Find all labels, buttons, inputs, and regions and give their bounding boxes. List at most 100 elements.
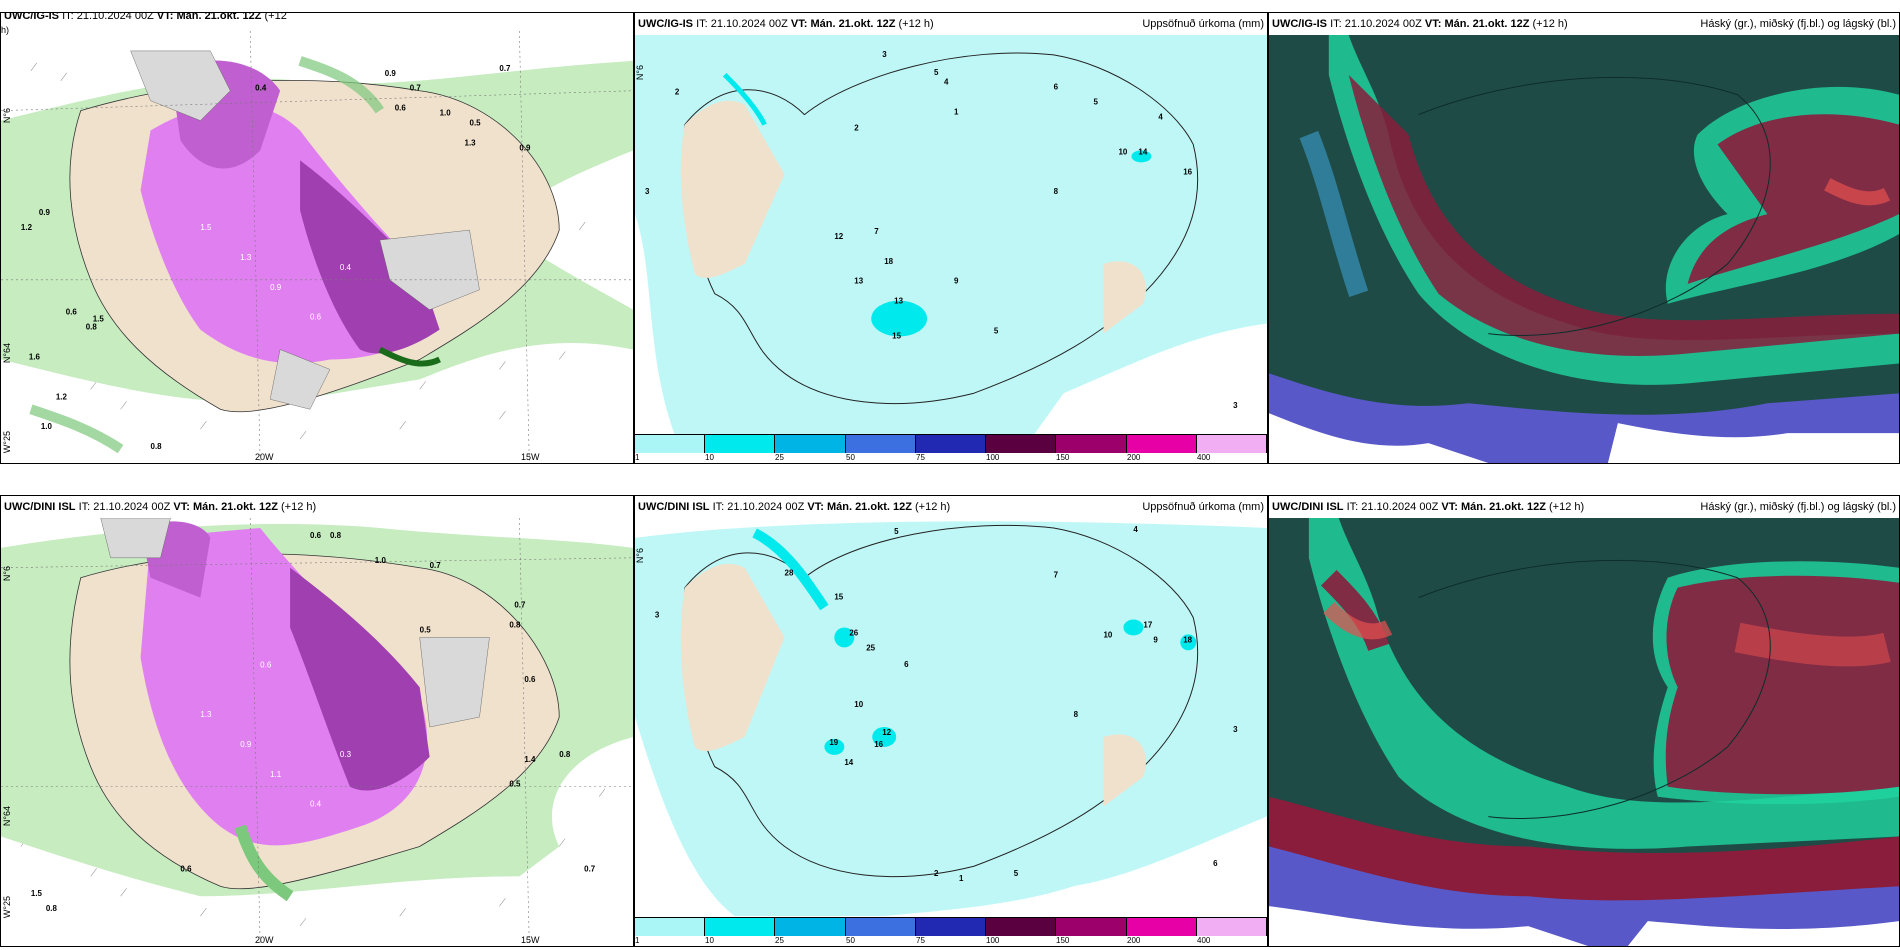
svg-text:1.1: 1.1 xyxy=(270,770,282,779)
svg-text:0.5: 0.5 xyxy=(470,119,482,128)
lead-time: (+12 xyxy=(264,12,287,22)
precip-legend: 1 10 25 50 75 100 150 200 400 xyxy=(635,917,1267,946)
svg-text:0.5: 0.5 xyxy=(509,780,521,789)
legend-cell xyxy=(635,435,706,453)
field-title: Uppsöfnuð úrkoma (mm) xyxy=(1142,18,1264,30)
legend-cell xyxy=(705,918,776,936)
precip-legend: 1 10 25 50 75 100 150 200 400 xyxy=(635,434,1267,463)
svg-text:16: 16 xyxy=(1183,167,1192,176)
svg-text:4: 4 xyxy=(1133,525,1138,534)
legend-label: 10 xyxy=(705,453,714,462)
init-time: 21.10.2024 00Z xyxy=(93,501,171,513)
svg-text:3: 3 xyxy=(882,50,887,59)
model-name: UWC/IG-IS xyxy=(638,18,693,30)
legend-cell xyxy=(986,918,1057,936)
field-title: Háský (gr.), miðský (fj.bl.) og lágský (… xyxy=(1700,501,1896,513)
legend-label: 25 xyxy=(775,453,784,462)
svg-text:19: 19 xyxy=(829,738,838,747)
svg-text:0.7: 0.7 xyxy=(499,64,511,73)
lead-time: (+12 h) xyxy=(915,501,951,513)
svg-text:0.6: 0.6 xyxy=(310,531,322,540)
init-time: 21.10.2024 00Z xyxy=(1344,18,1422,30)
lead-time: (+12 h) xyxy=(1549,501,1585,513)
svg-text:3: 3 xyxy=(1233,725,1238,734)
svg-text:0.8: 0.8 xyxy=(559,750,571,759)
legend-label: 150 xyxy=(1056,453,1070,462)
svg-text:14: 14 xyxy=(844,758,853,767)
legend-cells xyxy=(635,918,1267,936)
legend-cell xyxy=(1126,918,1197,936)
legend-cell xyxy=(845,918,916,936)
legend-cell xyxy=(705,435,776,453)
svg-text:0.9: 0.9 xyxy=(240,740,252,749)
accumulated-precip-map: 3 2 5 4 3 6 5 4 2 10 14 16 7 12 13 15 9 … xyxy=(635,35,1267,435)
svg-text:1.3: 1.3 xyxy=(200,710,212,719)
svg-text:5: 5 xyxy=(894,527,899,536)
cloud-cover-map xyxy=(1269,518,1899,946)
svg-text:0.6: 0.6 xyxy=(180,864,192,873)
legend-label: 50 xyxy=(846,453,855,462)
svg-text:3: 3 xyxy=(655,611,660,620)
model-name: UWC/IG-IS xyxy=(1272,18,1327,30)
svg-text:10: 10 xyxy=(1104,630,1113,639)
legend-cell xyxy=(915,435,987,453)
svg-text:0.8: 0.8 xyxy=(46,904,58,913)
svg-text:15: 15 xyxy=(892,331,901,340)
svg-text:10: 10 xyxy=(854,700,863,709)
legend-cell xyxy=(1196,435,1267,453)
lead-time: (+12 h) xyxy=(898,18,934,30)
panel-bottom-right: UWC/DINI ISL IT: 21.10.2024 00Z VT: Mán.… xyxy=(1268,495,1900,947)
svg-text:3: 3 xyxy=(1233,401,1238,410)
legend-cell xyxy=(1056,435,1127,453)
svg-text:1.3: 1.3 xyxy=(465,138,477,147)
svg-text:0.8: 0.8 xyxy=(509,620,521,629)
svg-text:8: 8 xyxy=(1074,710,1079,719)
svg-text:4: 4 xyxy=(1158,113,1163,122)
svg-text:18: 18 xyxy=(884,257,893,266)
svg-text:0.6: 0.6 xyxy=(66,308,78,317)
svg-text:5: 5 xyxy=(1094,98,1099,107)
init-time: 21.10.2024 00Z xyxy=(1361,501,1439,513)
svg-text:9: 9 xyxy=(1153,635,1158,644)
svg-text:8: 8 xyxy=(1054,187,1059,196)
svg-text:26: 26 xyxy=(849,628,858,637)
svg-text:6: 6 xyxy=(1213,859,1218,868)
legend-label: 150 xyxy=(1056,936,1070,945)
legend-label: 200 xyxy=(1127,936,1141,945)
model-name: UWC/IG-IS xyxy=(4,12,59,22)
svg-text:1.3: 1.3 xyxy=(240,253,252,262)
svg-text:1: 1 xyxy=(959,874,964,883)
legend-label: 25 xyxy=(775,936,784,945)
legend-label: 1 xyxy=(635,453,640,462)
svg-text:1.5: 1.5 xyxy=(31,889,43,898)
svg-text:1.2: 1.2 xyxy=(56,392,68,401)
svg-text:6: 6 xyxy=(1054,83,1059,92)
model-name: UWC/DINI ISL xyxy=(638,501,710,513)
svg-text:1.0: 1.0 xyxy=(41,422,53,431)
panel-top-left: UWC/IG-IS IT: 21.10.2024 00Z VT: Mán. 21… xyxy=(0,12,634,464)
svg-text:1.6: 1.6 xyxy=(29,352,41,361)
model-name: UWC/DINI ISL xyxy=(4,501,76,513)
precip-phase-map: 0.6 0.8 1.0 0.7 0.5 0.8 0.6 0.7 0.8 1.4 … xyxy=(1,518,633,946)
accumulated-precip-map: 3 5 4 7 6 10 28 15 26 25 10 19 14 12 16 … xyxy=(635,518,1267,918)
svg-text:0.4: 0.4 xyxy=(255,84,267,93)
init-time: 21.10.2024 00Z xyxy=(727,501,805,513)
lead-wrap: h) xyxy=(1,25,10,35)
legend-label: 400 xyxy=(1197,453,1211,462)
init-time: 21.10.2024 00Z xyxy=(710,18,788,30)
cloud-cover-map xyxy=(1269,35,1899,463)
svg-text:1.0: 1.0 xyxy=(440,109,452,118)
svg-text:0.6: 0.6 xyxy=(310,313,322,322)
panel-top-right: UWC/IG-IS IT: 21.10.2024 00Z VT: Mán. 21… xyxy=(1268,12,1900,464)
svg-text:0.9: 0.9 xyxy=(270,283,282,292)
svg-text:0.7: 0.7 xyxy=(584,864,596,873)
svg-text:16: 16 xyxy=(874,740,883,749)
svg-text:13: 13 xyxy=(854,277,863,286)
svg-text:0.4: 0.4 xyxy=(310,800,322,809)
init-time: 21.10.2024 00Z xyxy=(76,12,154,22)
lead-time: (+12 h) xyxy=(1532,18,1568,30)
field-title: Háský (gr.), miðský (fj.bl.) og lágský (… xyxy=(1700,18,1896,30)
svg-text:7: 7 xyxy=(874,227,879,236)
model-name: UWC/DINI ISL xyxy=(1272,501,1344,513)
panel-bottom-left: UWC/DINI ISL IT: 21.10.2024 00Z VT: Mán.… xyxy=(0,495,634,947)
